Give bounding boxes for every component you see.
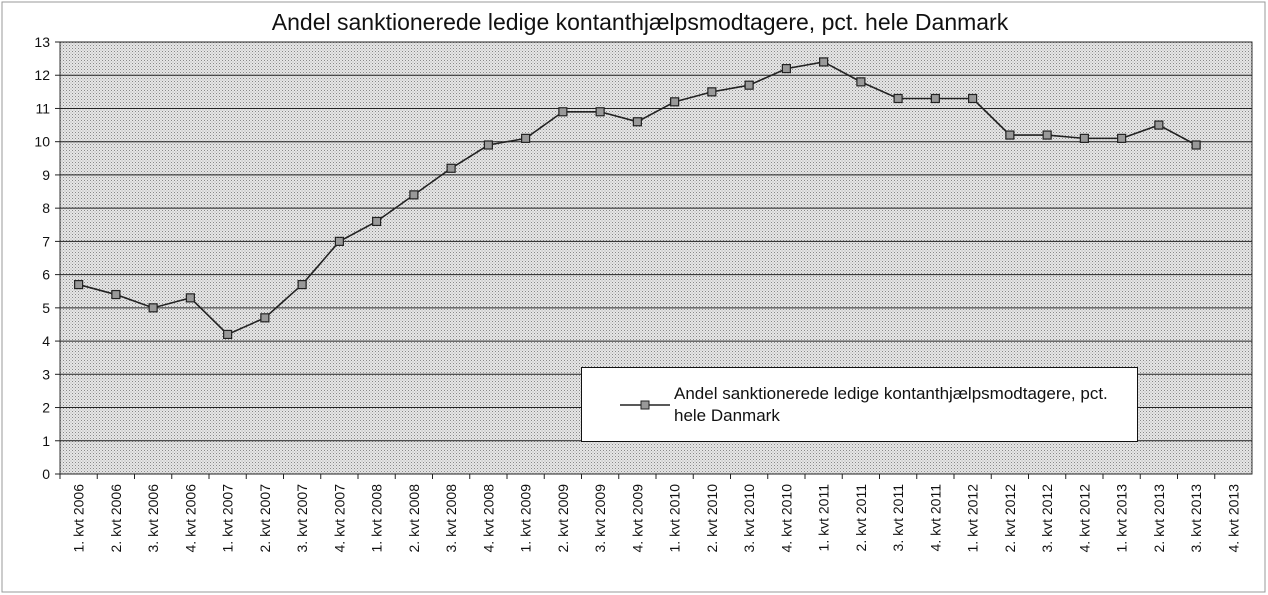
data-point xyxy=(372,216,382,227)
legend-symbol xyxy=(620,400,670,409)
x-tick-label: 2. kvt 2010 xyxy=(704,484,720,553)
data-point xyxy=(260,313,270,323)
data-point xyxy=(819,57,829,67)
y-tick-label: 2 xyxy=(42,400,50,416)
data-point xyxy=(1117,133,1127,143)
data-point xyxy=(781,63,791,74)
x-tick-label: 2. kvt 2012 xyxy=(1002,484,1018,553)
data-point xyxy=(1191,140,1201,150)
data-point xyxy=(483,140,493,150)
x-tick-label: 4. kvt 2013 xyxy=(1225,484,1241,553)
legend: Andel sanktionerede ledige kontanthjælps… xyxy=(581,367,1138,442)
y-tick-label: 6 xyxy=(42,267,50,283)
x-tick-label: 3. kvt 2007 xyxy=(294,484,310,553)
data-point xyxy=(148,303,158,313)
data-point xyxy=(558,107,568,117)
y-tick-label: 3 xyxy=(42,366,50,382)
x-tick-label: 4. kvt 2007 xyxy=(331,484,347,553)
x-tick-label: 1. kvt 2007 xyxy=(220,484,236,553)
legend-label: Andel sanktionerede ledige kontanthjælps… xyxy=(674,383,1108,425)
x-tick-label: 2. kvt 2006 xyxy=(108,484,124,553)
x-tick-label: 4. kvt 2010 xyxy=(778,484,794,553)
x-tick-label: 4. kvt 2011 xyxy=(927,484,943,552)
x-tick-label: 3. kvt 2009 xyxy=(592,484,608,553)
x-tick-label: 3. kvt 2013 xyxy=(1188,484,1204,553)
x-tick-label: 2. kvt 2008 xyxy=(406,484,422,553)
x-tick-label: 2. kvt 2013 xyxy=(1151,484,1167,553)
y-tick-label: 4 xyxy=(42,333,50,349)
y-tick-label: 13 xyxy=(34,34,50,50)
data-point xyxy=(1042,130,1052,140)
data-point xyxy=(632,117,642,127)
x-tick-label: 4. kvt 2012 xyxy=(1076,484,1092,553)
x-tick-label: 3. kvt 2011 xyxy=(890,484,906,552)
y-tick-label: 7 xyxy=(42,233,50,249)
x-tick-label: 2. kvt 2009 xyxy=(555,484,571,553)
x-tick-label: 1. kvt 2009 xyxy=(518,484,534,553)
chart-title: Andel sanktionerede ledige kontanthjælps… xyxy=(272,9,1009,35)
data-point xyxy=(1079,133,1089,143)
x-tick-label: 2. kvt 2011 xyxy=(853,484,869,552)
data-point xyxy=(185,293,195,303)
y-tick-label: 0 xyxy=(42,466,50,482)
data-point xyxy=(744,80,754,90)
data-point xyxy=(409,190,419,200)
data-point xyxy=(297,279,307,290)
data-point xyxy=(446,163,456,173)
x-tick-label: 4. kvt 2009 xyxy=(629,484,645,553)
y-tick-label: 8 xyxy=(42,200,50,216)
y-tick-label: 9 xyxy=(42,167,50,183)
x-tick-label: 1. kvt 2010 xyxy=(667,484,683,553)
data-point xyxy=(1154,120,1164,130)
x-tick-label: 3. kvt 2012 xyxy=(1039,484,1055,553)
y-tick-label: 11 xyxy=(35,100,50,116)
x-tick-label: 4. kvt 2008 xyxy=(480,484,496,553)
x-tick-label: 1. kvt 2008 xyxy=(369,484,385,553)
x-tick-label: 3. kvt 2010 xyxy=(741,484,757,553)
data-point xyxy=(223,329,233,340)
x-tick-label: 1. kvt 2012 xyxy=(965,484,981,553)
y-tick-label: 5 xyxy=(42,300,50,316)
x-tick-label: 1. kvt 2006 xyxy=(71,484,87,553)
y-tick-label: 10 xyxy=(34,134,50,150)
data-point xyxy=(334,236,344,246)
data-point xyxy=(930,93,940,104)
x-tick-label: 1. kvt 2011 xyxy=(816,484,832,552)
data-point xyxy=(856,77,866,87)
y-tick-label: 12 xyxy=(34,67,50,83)
x-tick-label: 3. kvt 2008 xyxy=(443,484,459,553)
data-point xyxy=(521,133,531,143)
data-point xyxy=(1005,130,1015,140)
data-point xyxy=(74,279,84,290)
data-point xyxy=(893,93,903,104)
data-point xyxy=(111,289,121,300)
data-point xyxy=(707,87,717,97)
x-tick-label: 1. kvt 2013 xyxy=(1114,484,1130,553)
x-tick-label: 3. kvt 2006 xyxy=(145,484,161,553)
x-tick-label: 4. kvt 2006 xyxy=(182,484,198,553)
data-point xyxy=(670,97,680,107)
data-point xyxy=(595,107,605,117)
x-tick-label: 2. kvt 2007 xyxy=(257,484,273,553)
y-tick-label: 1 xyxy=(42,433,50,449)
data-point xyxy=(968,93,978,104)
